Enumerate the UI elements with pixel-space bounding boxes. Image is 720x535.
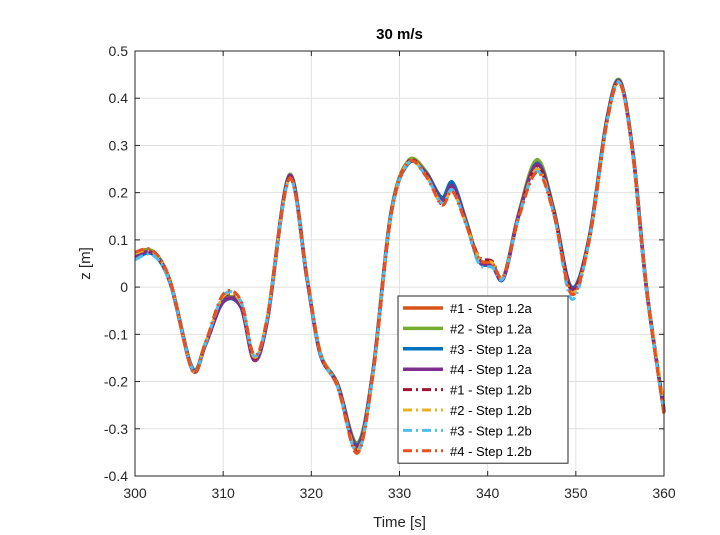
- legend-label: #1 - Step 1.2a: [450, 301, 532, 316]
- x-tick-label: 320: [300, 485, 324, 501]
- x-tick-label: 310: [211, 485, 235, 501]
- x-tick-label: 340: [476, 485, 500, 501]
- series-line-7: [134, 80, 666, 454]
- series-group: [134, 77, 666, 455]
- y-tick-label: 0: [120, 279, 128, 295]
- y-tick-label: -0.2: [104, 374, 128, 390]
- legend-box: [397, 295, 569, 464]
- y-tick-label: -0.3: [104, 421, 128, 437]
- x-tick-label: 300: [123, 485, 147, 501]
- x-axis-label: Time [s]: [373, 514, 426, 531]
- legend-label: #1 - Step 1.2b: [450, 383, 532, 398]
- y-tick-label: -0.1: [104, 326, 128, 342]
- y-axis-label: z [m]: [77, 247, 94, 280]
- legend-label: #3 - Step 1.2a: [450, 342, 532, 357]
- tick-labels: 300 310 320 330 340 350 360 -0.4 -0.3 -0.2 -0.1 0 0.…: [104, 43, 676, 501]
- y-tick-label: 0.2: [109, 185, 129, 201]
- y-tick-label: 0.3: [109, 137, 129, 153]
- series-line-8: [134, 81, 666, 455]
- legend: #1 - Step 1.2a #2 - Step 1.2a #3 - Step 1.…: [397, 295, 569, 464]
- chart-title: 30 m/s: [376, 26, 423, 43]
- x-tick-label: 360: [652, 485, 676, 501]
- legend-label: #3 - Step 1.2b: [450, 423, 532, 438]
- x-tick-label: 330: [388, 485, 412, 501]
- x-tick-label: 350: [564, 485, 588, 501]
- legend-label: #2 - Step 1.2a: [450, 321, 532, 336]
- y-tick-label: 0.4: [109, 90, 129, 106]
- y-tick-label: 0.1: [109, 232, 129, 248]
- ticks: [134, 50, 665, 477]
- y-tick-label: -0.4: [104, 468, 128, 484]
- y-tick-label: 0.5: [109, 43, 129, 59]
- legend-label: #4 - Step 1.2a: [450, 362, 532, 377]
- legend-label: #2 - Step 1.2b: [450, 403, 532, 418]
- legend-label: #4 - Step 1.2b: [450, 444, 532, 459]
